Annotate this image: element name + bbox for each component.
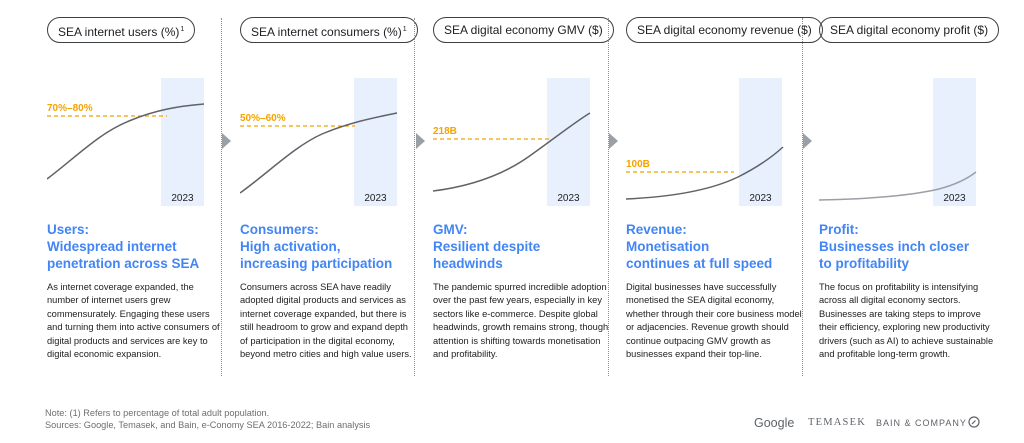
highlight-band-2023: [547, 78, 590, 206]
panel-heading: GMV: Resilient despite headwinds: [433, 221, 611, 272]
panel-divider: [221, 18, 222, 376]
year-label: 2023: [943, 193, 966, 204]
panel-heading: Users: Widespread internet penetration acr…: [47, 221, 225, 272]
panel-description: The pandemic spurred incredible adoption…: [433, 282, 609, 360]
highlight-band-2023: [933, 78, 976, 206]
heading-line: increasing participation: [240, 256, 393, 271]
panel-title: SEA digital economy GMV ($): [444, 23, 603, 37]
footnote-marker: 1: [180, 26, 185, 33]
trend-line: [626, 146, 784, 200]
heading-line: Consumers:: [240, 222, 319, 237]
panel-divider: [802, 18, 803, 376]
temasek-logo: TEMASEK: [808, 417, 866, 428]
panel-title-pill: SEA digital economy GMV ($): [433, 17, 614, 43]
panel-divider: [608, 18, 609, 376]
highlight-band-2023: [739, 78, 782, 206]
panel-title-pill: SEA digital economy profit ($): [819, 17, 1000, 43]
panels-row: SEA internet users (%)1 70%–80% 2023 Users:…: [47, 0, 1000, 400]
arrow-right-icon: [609, 133, 618, 149]
heading-line: headwinds: [433, 256, 503, 271]
heading-line: Revenue:: [626, 222, 687, 237]
panel-title: SEA internet consumers (%): [251, 25, 402, 39]
trend-line: [819, 171, 977, 201]
annotation-label: 218B: [433, 126, 457, 137]
heading-line: continues at full speed: [626, 256, 773, 271]
panel-heading: Profit: Businesses inch closer to profitab…: [819, 221, 997, 272]
trend-chart: 50%–60% 2023: [240, 78, 398, 206]
heading-line: Profit:: [819, 222, 859, 237]
footnote-sources: Sources: Google, Temasek, and Bain, e-Co…: [45, 420, 371, 430]
panel-5: SEA digital economy profit ($) 2023 Profit…: [819, 0, 1000, 400]
bain-compass-icon: [968, 416, 980, 428]
arrow-right-icon: [222, 133, 231, 149]
panel-4: SEA digital economy revenue ($) 100B 2023 R…: [626, 0, 823, 400]
panel-3: SEA digital economy GMV ($) 218B 2023 GMV: R…: [433, 0, 614, 400]
heading-line: Resilient despite: [433, 239, 541, 254]
annotation-label: 100B: [626, 159, 650, 170]
trend-line: [240, 112, 398, 194]
footnote-note: Note: (1) Refers to percentage of total …: [45, 408, 270, 418]
heading-line: Businesses inch closer: [819, 239, 970, 254]
trend-chart: 70%–80% 2023: [47, 78, 205, 206]
arrow-right-icon: [803, 133, 812, 149]
footnote: Note: (1) Refers to percentage of total …: [45, 407, 370, 431]
panel-heading: Revenue: Monetisation continues at full sp…: [626, 221, 804, 272]
panel-description: Consumers across SEA have readily adopte…: [240, 282, 412, 360]
panel-title-pill: SEA internet consumers (%)1: [240, 17, 418, 43]
heading-line: Monetisation: [626, 239, 710, 254]
year-label: 2023: [364, 193, 387, 204]
highlight-band-2023: [354, 78, 397, 206]
heading-line: High activation,: [240, 239, 341, 254]
panel-title-pill: SEA digital economy revenue ($): [626, 17, 823, 43]
panel-2: SEA internet consumers (%)1 50%–60% 2023 Co…: [240, 0, 418, 400]
google-logo: Google: [754, 416, 795, 430]
panel-description: As internet coverage expanded, the numbe…: [47, 282, 220, 360]
panel-heading: Consumers: High activation, increasing par…: [240, 221, 418, 272]
panel-title: SEA digital economy revenue ($): [637, 23, 812, 37]
trend-chart: 2023: [819, 78, 977, 206]
panel-1: SEA internet users (%)1 70%–80% 2023 Users:…: [47, 0, 220, 400]
trend-line: [47, 103, 205, 180]
trend-chart: 100B 2023: [626, 78, 784, 206]
trend-chart: 218B 2023: [433, 78, 591, 206]
heading-line: GMV:: [433, 222, 468, 237]
year-label: 2023: [171, 193, 194, 204]
panel-description: Digital businesses have successfully mon…: [626, 282, 802, 360]
year-label: 2023: [749, 193, 772, 204]
heading-line: penetration across SEA: [47, 256, 200, 271]
panel-title: SEA digital economy profit ($): [830, 23, 989, 37]
heading-line: Users:: [47, 222, 90, 237]
annotation-label: 50%–60%: [240, 113, 286, 124]
panel-title-pill: SEA internet users (%)1: [47, 17, 196, 43]
year-label: 2023: [557, 193, 580, 204]
arrow-right-icon: [416, 133, 425, 149]
panel-divider: [414, 18, 415, 376]
trend-line: [433, 112, 591, 192]
heading-line: Widespread internet: [47, 239, 177, 254]
bain-logo: BAIN & COMPANY: [876, 418, 967, 428]
annotation-label: 70%–80%: [47, 103, 93, 114]
footnote-marker: 1: [402, 26, 407, 33]
heading-line: to profitability: [819, 256, 909, 271]
panel-title: SEA internet users (%): [58, 25, 180, 39]
highlight-band-2023: [161, 78, 204, 206]
panel-description: The focus on profitability is intensifyi…: [819, 282, 994, 360]
